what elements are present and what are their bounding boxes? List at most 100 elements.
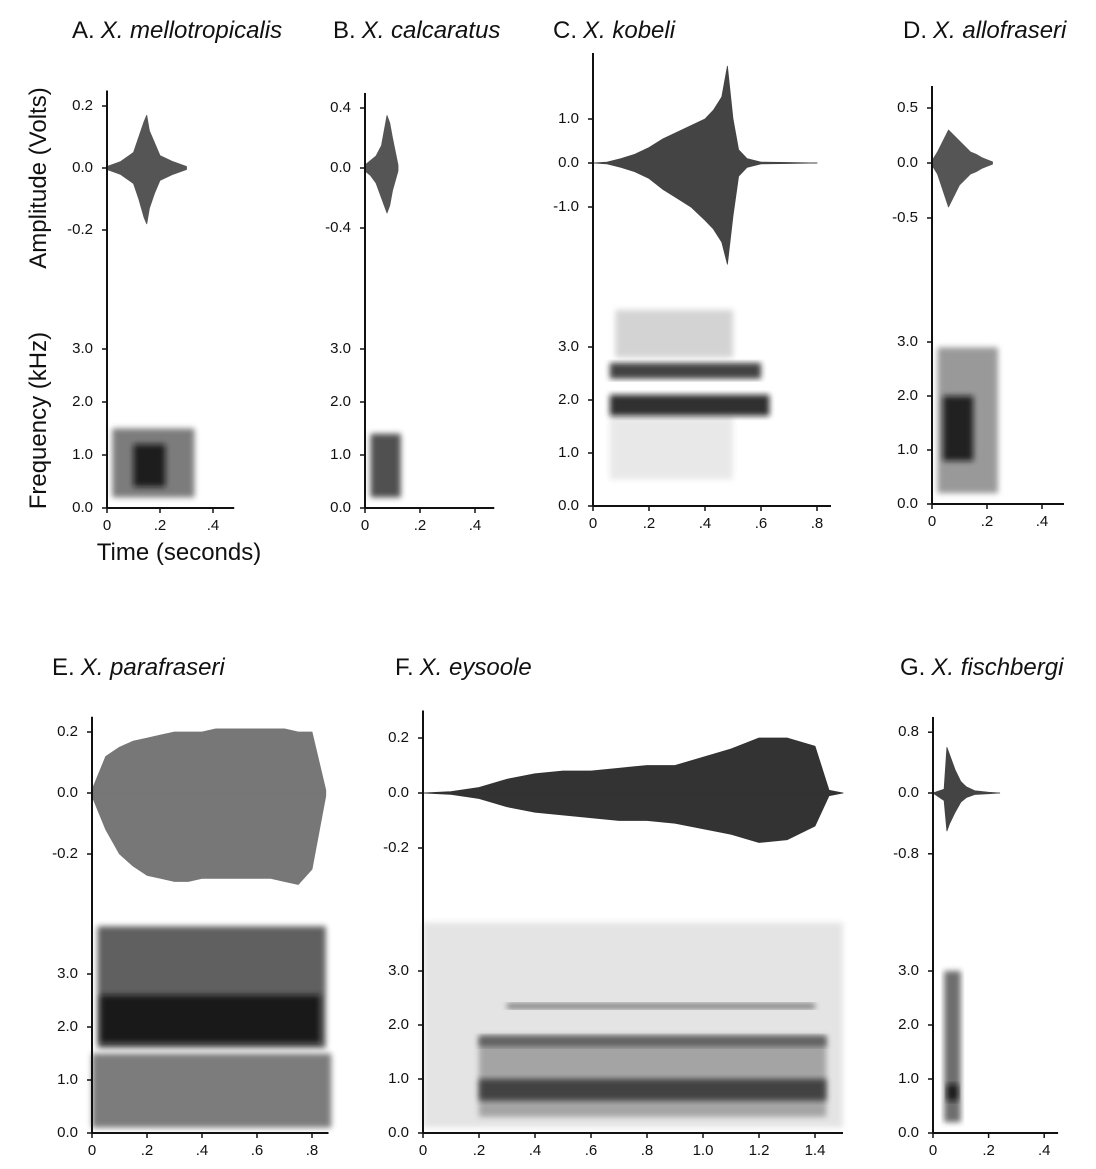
waveform-envelope — [106, 114, 187, 169]
y-tick-label: -0.2 — [52, 845, 78, 862]
x-tick-label: .2 — [982, 1142, 995, 1159]
y-tick-label: 1.0 — [388, 1070, 409, 1087]
panel-letter: B. — [333, 17, 356, 44]
y-tick-label: -1.0 — [553, 198, 579, 215]
x-tick-label: 0 — [589, 515, 597, 532]
panel-title: G. X. fischbergi — [900, 654, 1064, 681]
y-tick-label: 2.0 — [330, 393, 351, 410]
y-tick-label: 0.0 — [330, 499, 351, 516]
y-tick-label: -0.2 — [383, 839, 409, 856]
y-tick-label: 2.0 — [72, 393, 93, 410]
panel-title: C. X. kobeli — [553, 17, 676, 44]
spectrogram-band — [479, 1035, 827, 1047]
species-name: X. parafraseri — [80, 654, 226, 681]
spectrogram-band — [615, 309, 733, 358]
x-tick-label: .4 — [529, 1142, 542, 1159]
y-tick-label: 0.4 — [330, 99, 351, 116]
spectrogram-band — [370, 433, 401, 498]
y-tick-label: 1.0 — [898, 1070, 919, 1087]
y-tick-label: 0.5 — [897, 99, 918, 116]
y-tick-label: 0.0 — [57, 1124, 78, 1141]
panel-title: D. X. allofraseri — [903, 17, 1067, 44]
x-tick-label: 0 — [103, 517, 111, 534]
spectrogram-band — [92, 1053, 332, 1128]
y-tick-label: 0.0 — [72, 159, 93, 176]
y-tick-label: 0.0 — [57, 784, 78, 801]
waveform-envelope — [592, 65, 818, 164]
species-name: X. eysoole — [419, 654, 532, 681]
species-name: X. mellotropicalis — [100, 17, 282, 44]
x-tick-label: .4 — [207, 517, 220, 534]
spectrogram-band — [479, 1035, 827, 1117]
y-tick-label: 3.0 — [897, 333, 918, 350]
y-tick-label: -0.5 — [892, 209, 918, 226]
x-tick-label: .4 — [196, 1142, 209, 1159]
x-tick-label: .4 — [1038, 1142, 1051, 1159]
x-tick-label: .2 — [154, 517, 167, 534]
waveform-envelope — [364, 167, 399, 214]
x-tick-label: 0 — [88, 1142, 96, 1159]
y-tick-label: 0.8 — [898, 723, 919, 740]
y-tick-label: 2.0 — [57, 1018, 78, 1035]
y-tick-label: 0.0 — [558, 497, 579, 514]
x-tick-label: .6 — [585, 1142, 598, 1159]
x-tick-label: 0 — [419, 1142, 427, 1159]
x-tick-label: .2 — [643, 515, 656, 532]
x-tick-label: .4 — [699, 515, 712, 532]
species-name: X. kobeli — [582, 17, 676, 44]
y-tick-label: 3.0 — [898, 962, 919, 979]
panel-title: A. X. mellotropicalis — [72, 17, 282, 44]
x-tick-label: .2 — [981, 513, 994, 530]
panel-title: E. X. parafraseri — [52, 654, 225, 681]
species-name: X. fischbergi — [930, 654, 1064, 681]
y-tick-label: 0.0 — [897, 495, 918, 512]
waveform-envelope — [364, 115, 399, 169]
x-tick-label: .6 — [755, 515, 768, 532]
y-tick-label: 0.2 — [57, 723, 78, 740]
y-tick-label: 0.0 — [898, 1124, 919, 1141]
y-tick-label: 3.0 — [558, 338, 579, 355]
x-tick-label: 0 — [928, 513, 936, 530]
spectrogram-band — [944, 971, 961, 1123]
frequency-axis-label: Frequency (kHz) — [25, 332, 52, 509]
y-tick-label: 0.2 — [388, 729, 409, 746]
y-tick-label: 3.0 — [72, 340, 93, 357]
x-tick-label: 0 — [929, 1142, 937, 1159]
y-tick-label: 0.0 — [72, 499, 93, 516]
x-tick-label: .4 — [469, 517, 482, 534]
x-tick-label: 1.2 — [749, 1142, 770, 1159]
spectrogram-band — [609, 415, 733, 480]
panel-letter: D. — [903, 17, 927, 44]
y-tick-label: 0.0 — [330, 159, 351, 176]
waveform-envelope — [422, 737, 844, 794]
y-tick-label: 2.0 — [558, 391, 579, 408]
y-tick-label: 0.0 — [898, 784, 919, 801]
waveform-envelope — [932, 792, 1001, 832]
spectrogram-band — [100, 995, 321, 1043]
y-tick-label: 2.0 — [897, 387, 918, 404]
panel-letter: E. — [52, 654, 75, 681]
panel-title: F. X. eysoole — [395, 654, 532, 681]
y-tick-label: 0.0 — [558, 154, 579, 171]
y-tick-label: 0.2 — [72, 97, 93, 114]
panel-title: B. X. calcaratus — [333, 17, 500, 44]
y-tick-label: 1.0 — [330, 446, 351, 463]
spectrogram-band — [133, 444, 166, 487]
x-tick-label: 1.4 — [805, 1142, 826, 1159]
x-tick-label: .2 — [141, 1142, 154, 1159]
spectrogram-band — [507, 1003, 815, 1009]
waveform-envelope — [106, 167, 187, 225]
panel-letter: A. — [72, 17, 95, 44]
waveform-envelope — [422, 792, 844, 843]
species-name: X. allofraseri — [932, 17, 1067, 44]
x-tick-label: 0 — [361, 517, 369, 534]
spectrogram-band — [479, 1079, 827, 1101]
y-tick-label: 2.0 — [898, 1016, 919, 1033]
y-tick-label: 3.0 — [330, 340, 351, 357]
panel-letter: G. — [900, 654, 925, 681]
x-tick-label: .8 — [306, 1142, 319, 1159]
x-tick-label: .6 — [251, 1142, 264, 1159]
x-tick-label: .8 — [641, 1142, 654, 1159]
waveform-envelope — [932, 747, 1001, 794]
x-tick-label: .2 — [414, 517, 427, 534]
